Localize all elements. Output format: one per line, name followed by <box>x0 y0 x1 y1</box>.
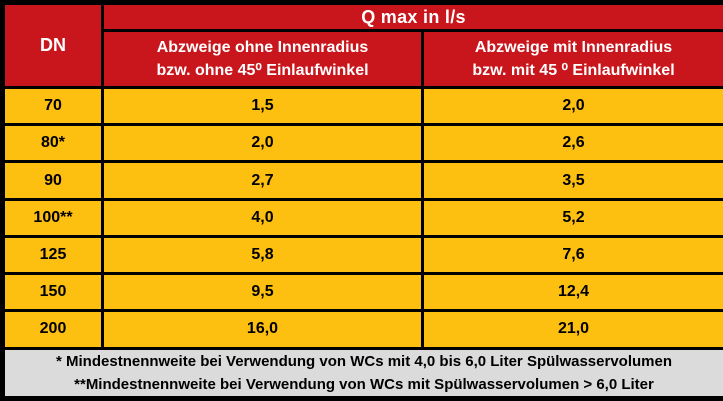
ohne-cell: 4,0 <box>101 197 424 238</box>
footnotes-band: * Mindestnennweite bei Verwendung von WC… <box>0 346 723 400</box>
table-row-dn90: 90 2,7 3,5 <box>1 160 723 201</box>
mit-cell: 5,2 <box>420 197 723 238</box>
table-row-dn80: 80* 2,0 2,6 <box>1 123 723 164</box>
table-row-dn100: 100** 4,0 5,2 <box>1 197 723 238</box>
ohne-cell: 2,7 <box>101 160 424 201</box>
dn-cell: 100** <box>1 197 104 238</box>
dn-cell: 80* <box>1 123 104 164</box>
column-header-ohne-innenradius: Abzweige ohne Innenradius bzw. ohne 45⁰ … <box>101 29 424 89</box>
mit-cell: 7,6 <box>420 234 723 276</box>
table-row-dn200: 200 16,0 21,0 <box>1 309 723 350</box>
dn-cell: 200 <box>1 309 104 350</box>
subheader-line: Abzweige mit Innenradius <box>474 38 673 56</box>
dn-cell: 125 <box>1 234 104 276</box>
subheader-line: Abzweige ohne Innenradius <box>156 38 369 56</box>
ohne-cell: 9,5 <box>101 272 424 313</box>
ohne-cell: 1,5 <box>101 85 424 127</box>
footnote-double-asterisk: **Mindestnennweite bei Verwendung von WC… <box>74 375 654 393</box>
ohne-cell: 2,0 <box>101 123 424 164</box>
mit-cell: 3,5 <box>420 160 723 201</box>
mit-cell: 2,6 <box>420 123 723 164</box>
subheader-line: bzw. ohne 45⁰ Einlaufwinkel <box>156 62 369 79</box>
table-row-dn70: 70 1,5 2,0 <box>1 85 723 127</box>
mit-cell: 2,0 <box>420 85 723 127</box>
dn-column-header: DN <box>1 1 104 89</box>
subheader-line: bzw. mit 45 ⁰ Einlaufwinkel <box>472 62 675 79</box>
dn-cell: 70 <box>1 85 104 127</box>
mit-cell: 21,0 <box>420 309 723 350</box>
table-row-dn125: 125 5,8 7,6 <box>1 234 723 276</box>
column-header-mit-innenradius: Abzweige mit Innenradius bzw. mit 45 ⁰ E… <box>420 29 723 89</box>
dn-cell: 150 <box>1 272 104 313</box>
ohne-cell: 5,8 <box>101 234 424 276</box>
mit-cell: 12,4 <box>420 272 723 313</box>
table-row-dn150: 150 9,5 12,4 <box>1 272 723 313</box>
dn-cell: 90 <box>1 160 104 201</box>
footnote-asterisk: * Mindestnennweite bei Verwendung von WC… <box>56 352 672 370</box>
qmax-title-header: Q max in l/s <box>100 1 723 32</box>
ohne-cell: 16,0 <box>101 309 424 350</box>
